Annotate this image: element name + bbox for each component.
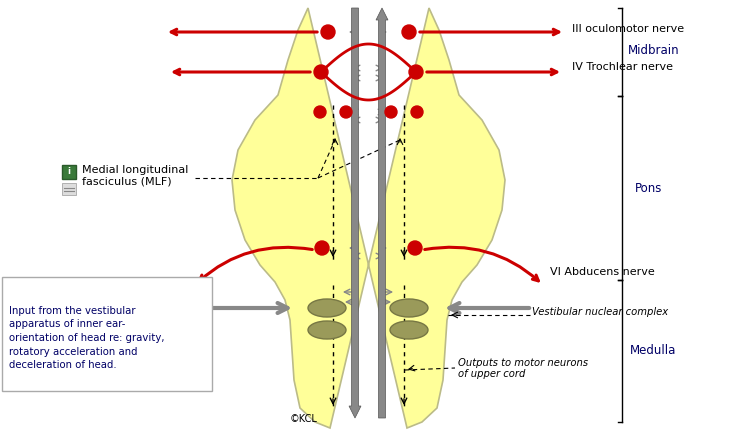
Text: fasciculus (MLF): fasciculus (MLF) (82, 177, 172, 187)
Circle shape (409, 65, 423, 79)
Ellipse shape (308, 299, 346, 317)
Ellipse shape (390, 321, 428, 339)
Circle shape (321, 25, 335, 39)
Circle shape (385, 106, 397, 118)
Ellipse shape (308, 321, 346, 339)
Ellipse shape (390, 299, 428, 317)
Text: Input from the vestibular
apparatus of inner ear-
orientation of head re: gravit: Input from the vestibular apparatus of i… (9, 306, 164, 370)
FancyArrow shape (349, 8, 361, 418)
FancyBboxPatch shape (62, 165, 76, 179)
Text: i: i (68, 168, 71, 177)
Text: Outputs to motor neurons: Outputs to motor neurons (458, 358, 588, 368)
Text: of upper cord: of upper cord (458, 369, 525, 379)
FancyBboxPatch shape (62, 183, 76, 195)
Circle shape (314, 65, 328, 79)
Text: ©KCL: ©KCL (290, 414, 318, 424)
Circle shape (315, 241, 329, 255)
Text: Pons: Pons (635, 181, 663, 194)
Circle shape (402, 25, 416, 39)
FancyBboxPatch shape (2, 277, 212, 391)
Text: Medial longitudinal: Medial longitudinal (82, 165, 189, 175)
Text: Midbrain: Midbrain (628, 44, 680, 57)
Text: III oculomotor nerve: III oculomotor nerve (572, 24, 684, 34)
FancyArrow shape (376, 8, 388, 418)
Polygon shape (232, 8, 505, 428)
Circle shape (408, 241, 422, 255)
Text: Vestibular nuclear complex: Vestibular nuclear complex (532, 307, 668, 317)
Text: IV Trochlear nerve: IV Trochlear nerve (572, 62, 673, 72)
Text: VI Abducens nerve: VI Abducens nerve (550, 267, 654, 277)
Circle shape (411, 106, 423, 118)
Circle shape (340, 106, 352, 118)
Circle shape (314, 106, 326, 118)
Text: Medulla: Medulla (630, 343, 677, 356)
